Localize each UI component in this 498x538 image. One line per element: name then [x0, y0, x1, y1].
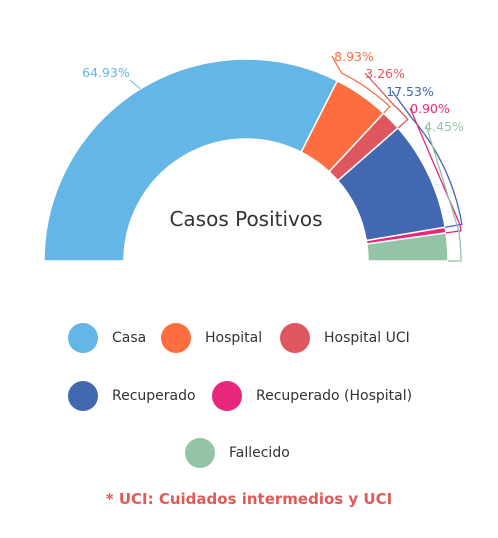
legend-item-recuperado[interactable]: Recuperado: [68, 381, 196, 411]
data-label-hospital: 8.93%: [334, 49, 374, 64]
legend-item-hospital-uci[interactable]: Hospital UCI: [280, 323, 410, 353]
bracket-hospital-uci: [364, 72, 409, 129]
legend-label: Recuperado (Hospital): [256, 388, 413, 404]
legend-swatch: [68, 381, 98, 411]
legend-label: Hospital UCI: [324, 330, 410, 346]
legend-swatch: [68, 323, 98, 353]
data-label-casa: 64.93%: [82, 65, 130, 80]
legend-swatch: [161, 323, 191, 353]
data-label-fallecido: 4.45%: [424, 119, 464, 134]
bracket-recuperado: [391, 90, 463, 228]
bracket-hospital: [331, 55, 391, 114]
legend-item-recuperado-hospital[interactable]: Recuperado (Hospital): [212, 381, 412, 411]
legend-swatch: [185, 438, 215, 468]
half-donut-chart: 64.93% 8.93% 3.26% 17.53% 0.90% 4.45% Casos P…: [43, 49, 464, 262]
legend-item-hospital[interactable]: Hospital: [161, 323, 262, 353]
data-label-hospital-uci: 3.26%: [365, 66, 405, 81]
data-label-recuperado-hospital: 0.90%: [410, 101, 450, 116]
data-label-recuperado: 17.53%: [386, 84, 434, 99]
legend-item-fallecido[interactable]: Fallecido: [185, 438, 290, 468]
bracket-fallecido: [425, 124, 462, 262]
legend-swatch: [212, 381, 242, 411]
footnote: * UCI: Cuidados intermedios y UCI: [105, 490, 393, 508]
legend-swatch: [280, 323, 310, 353]
slice-fallecido[interactable]: [365, 232, 449, 262]
legend-label: Casa: [112, 330, 147, 346]
slice-casa[interactable]: [43, 58, 339, 262]
legend-label: Recuperado: [112, 388, 196, 404]
bracket-recuperado-hospital: [409, 107, 462, 234]
legend-label: Hospital: [205, 330, 263, 346]
legend-item-casa[interactable]: Casa: [68, 323, 146, 353]
chart-title: Casos Positivos: [169, 207, 322, 231]
legend-label: Fallecido: [229, 445, 290, 461]
leader-line-casa: [129, 79, 141, 90]
